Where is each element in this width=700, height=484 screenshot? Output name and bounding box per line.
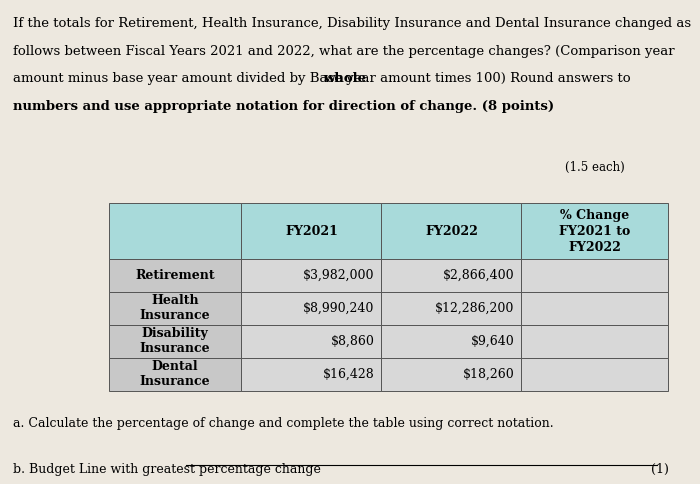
Bar [382, 292, 522, 325]
Bar [522, 358, 668, 391]
Bar [522, 325, 668, 358]
Text: $12,286,200: $12,286,200 [435, 302, 514, 315]
Bar [382, 203, 522, 259]
Bar [108, 358, 241, 391]
Text: $2,866,400: $2,866,400 [443, 269, 514, 282]
Bar [522, 292, 668, 325]
Bar [382, 358, 522, 391]
Text: $16,428: $16,428 [323, 368, 374, 380]
Text: whole: whole [323, 72, 365, 85]
Bar [241, 259, 382, 292]
Bar [241, 203, 382, 259]
Bar [522, 203, 668, 259]
Text: $18,260: $18,260 [463, 368, 514, 380]
Bar [382, 259, 522, 292]
Bar [241, 292, 382, 325]
Text: FY2021: FY2021 [285, 225, 338, 238]
Text: $9,640: $9,640 [470, 335, 514, 348]
Bar [522, 259, 668, 292]
Text: (1.5 each): (1.5 each) [565, 161, 625, 174]
Text: follows between Fiscal Years 2021 and 2022, what are the percentage changes? (Co: follows between Fiscal Years 2021 and 20… [13, 45, 674, 58]
Bar [108, 325, 241, 358]
Text: % Change
FY2021 to
FY2022: % Change FY2021 to FY2022 [559, 209, 631, 254]
Text: Health
Insurance: Health Insurance [140, 294, 210, 322]
Text: numbers and use appropriate notation for direction of change. (8 points): numbers and use appropriate notation for… [13, 100, 554, 113]
Bar [108, 292, 241, 325]
Text: $3,982,000: $3,982,000 [303, 269, 375, 282]
Text: Dental
Insurance: Dental Insurance [140, 360, 210, 388]
Text: b. Budget Line with greatest percentage change: b. Budget Line with greatest percentage … [13, 463, 321, 476]
Bar [241, 358, 382, 391]
Bar [108, 203, 241, 259]
Text: FY2022: FY2022 [425, 225, 478, 238]
Bar [241, 325, 382, 358]
Text: If the totals for Retirement, Health Insurance, Disability Insurance and Dental : If the totals for Retirement, Health Ins… [13, 17, 691, 30]
Text: Disability
Insurance: Disability Insurance [140, 327, 210, 355]
Text: (1): (1) [650, 463, 668, 476]
Bar [108, 259, 241, 292]
Text: amount minus base year amount divided by Base year amount times 100) Round answe: amount minus base year amount divided by… [13, 72, 634, 85]
Text: $8,990,240: $8,990,240 [303, 302, 375, 315]
Text: Retirement: Retirement [135, 269, 215, 282]
Text: $8,860: $8,860 [330, 335, 374, 348]
Bar [382, 325, 522, 358]
Text: a. Calculate the percentage of change and complete the table using correct notat: a. Calculate the percentage of change an… [13, 417, 553, 430]
